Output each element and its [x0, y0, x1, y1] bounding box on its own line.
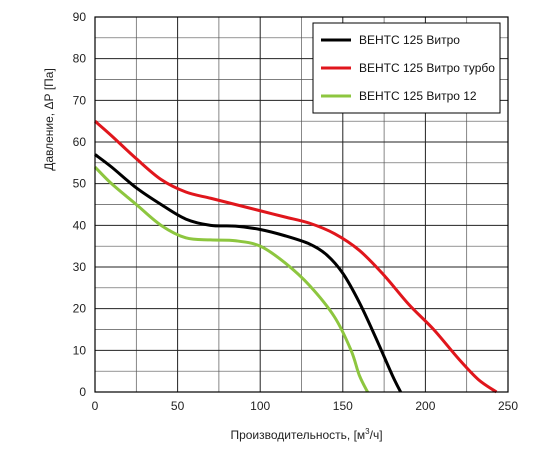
- y-tick-label: 60: [73, 135, 87, 149]
- legend-label-0: ВЕНТС 125 Витро: [359, 33, 460, 47]
- grid-minor: [95, 17, 508, 392]
- x-tick-label: 100: [250, 399, 270, 413]
- x-tick-label: 50: [171, 399, 185, 413]
- series-line-2: [93, 165, 369, 393]
- y-tick-label: 50: [73, 177, 87, 191]
- x-tick-label: 0: [92, 399, 99, 413]
- y-tick-label: 90: [73, 10, 87, 24]
- y-tick-label: 10: [73, 343, 87, 357]
- y-tick-label: 80: [73, 52, 87, 66]
- plot-frame: [94, 16, 509, 393]
- x-tick-labels: 0 50 100 150 200 250: [92, 399, 519, 413]
- x-axis-label-tail: /ч]: [370, 428, 383, 442]
- x-tick-label: 150: [333, 399, 353, 413]
- x-axis-label-sup: 3: [365, 427, 370, 436]
- y-tick-label: 20: [73, 302, 87, 316]
- y-axis-label: Давление, ΔР [Па]: [42, 68, 56, 171]
- y-tick-label: 30: [73, 260, 87, 274]
- series-line-0: [94, 153, 402, 393]
- y-tick-label: 0: [79, 385, 86, 399]
- legend-label-1: ВЕНТС 125 Витро турбо: [359, 61, 495, 75]
- legend: ВЕНТС 125 Витро ВЕНТС 125 Витро турбо ВЕНТ…: [312, 22, 501, 114]
- series-layer: [93, 120, 498, 394]
- y-tick-label: 40: [73, 218, 87, 232]
- x-tick-label: 200: [415, 399, 435, 413]
- legend-items: ВЕНТС 125 Витро ВЕНТС 125 Витро турбо ВЕНТ…: [321, 33, 495, 103]
- series-line-1: [94, 120, 498, 394]
- x-axis-label: Производительность, [м3/ч]: [230, 427, 382, 442]
- x-tick-label: 250: [498, 399, 518, 413]
- legend-label-2: ВЕНТС 125 Витро 12: [359, 89, 477, 103]
- y-tick-label: 70: [73, 93, 87, 107]
- x-axis-label-main: Производительность, [м: [230, 428, 365, 442]
- y-tick-labels: 0 10 20 30 40 50 60 70 80 90: [73, 10, 87, 399]
